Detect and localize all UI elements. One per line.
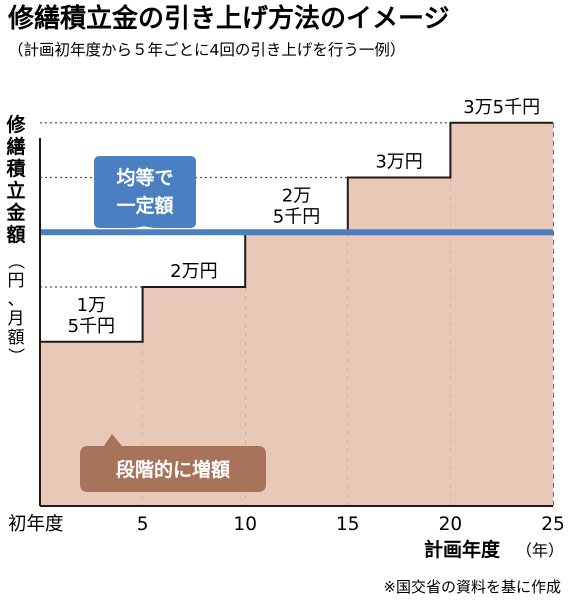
data-label-1-line-2: 5千円 — [68, 316, 115, 337]
data-label-3-line-2: 5千円 — [273, 206, 320, 227]
data-label-5-line-1: 3万5千円 — [463, 97, 540, 118]
x-tick-15: 15 — [336, 514, 360, 535]
y-unit-char-4: 月 — [8, 309, 25, 329]
data-label-4-line-1: 3万円 — [375, 152, 422, 173]
step-bar-5 — [450, 122, 553, 506]
x-tick-20: 20 — [439, 514, 463, 535]
data-label-1-line-1: 1万 — [77, 295, 106, 316]
flat-callout-text-2: 一定額 — [116, 194, 173, 217]
x-tick-0: 初年度 — [8, 514, 64, 535]
flat-callout-bubble — [94, 156, 196, 228]
y-label-char-6: 額 — [6, 223, 25, 246]
y-label-char-4: 立 — [6, 179, 25, 202]
source-note: ※国交省の資料を基に作成 — [383, 578, 561, 596]
x-tick-5: 5 — [137, 514, 149, 535]
y-label-char-1: 修 — [5, 113, 26, 136]
step-callout-tag — [80, 434, 266, 492]
step-bar-4 — [347, 177, 451, 506]
chart-title: 修繕積立金の引き上げ方法のイメージ — [7, 3, 449, 34]
y-label-char-2: 繕 — [6, 135, 25, 158]
y-unit-char-1: （ — [5, 253, 25, 270]
x-tick-10: 10 — [233, 514, 257, 535]
y-unit-char-3: 、 — [8, 290, 25, 310]
data-label-2-line-1: 2万円 — [170, 261, 217, 282]
step-callout-text: 段階的に増額 — [116, 458, 230, 481]
chart-subtitle: （計画初年度から５年ごとに4回の引き上げを行う一例） — [8, 41, 405, 59]
y-label-char-5: 金 — [5, 201, 26, 224]
axes — [39, 138, 553, 507]
y-unit-char-6: ） — [5, 348, 25, 365]
y-unit-char-5: 額 — [8, 328, 25, 348]
x-axis-unit: （年） — [516, 541, 564, 560]
data-label-3-line-1: 2万 — [282, 185, 311, 206]
x-tick-labels: 初年度 5 10 15 20 25 — [8, 514, 565, 535]
flat-callout-text-1: 均等で — [116, 166, 173, 189]
y-unit-char-2: 円 — [8, 271, 25, 291]
x-axis-label: 計画年度 — [424, 538, 501, 561]
y-label-char-3: 積 — [6, 157, 25, 180]
x-tick-25: 25 — [541, 514, 565, 535]
